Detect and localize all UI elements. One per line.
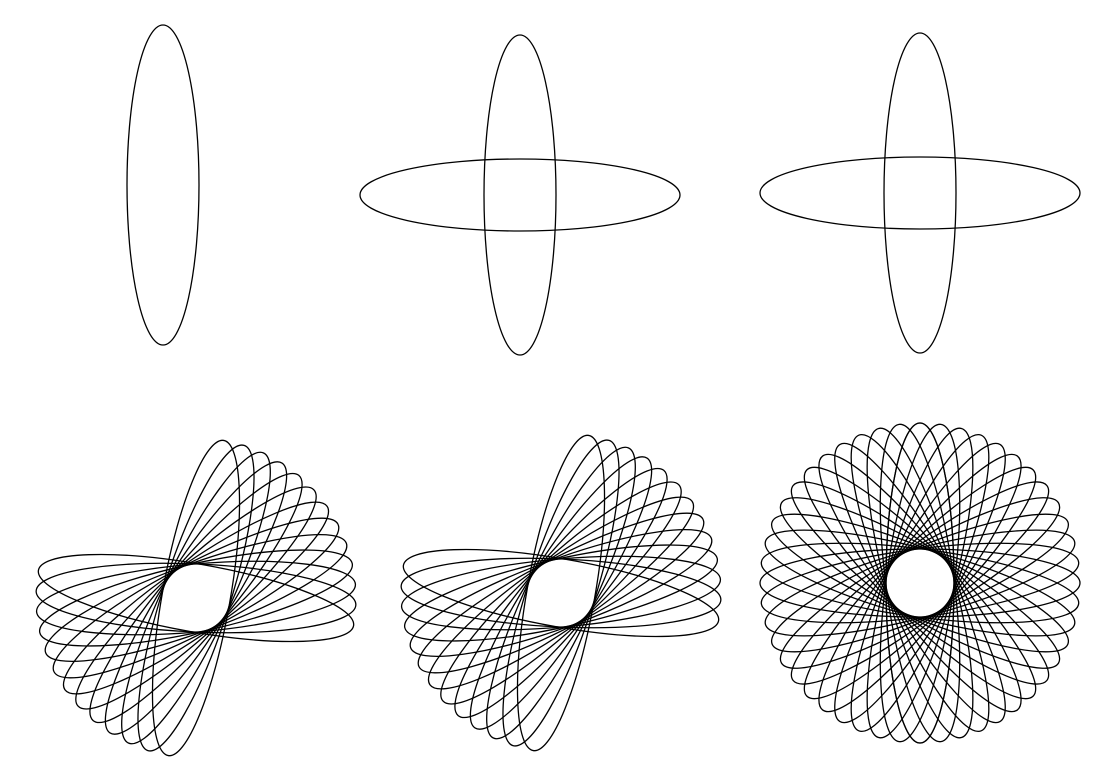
- panel-bottom-right: [759, 422, 1081, 744]
- ellipse-bottom-middle-7: [427, 496, 695, 690]
- ellipse-top-left-1: [126, 24, 200, 346]
- ellipse-bottom-middle-1: [516, 434, 606, 752]
- panel-top-right: [759, 32, 1081, 354]
- ellipse-top-right-2: [759, 156, 1081, 230]
- ellipse-bottom-right-17: [779, 497, 1061, 669]
- ellipse-bottom-middle-5: [454, 467, 668, 719]
- ellipse-top-right-1: [883, 32, 957, 354]
- panel-bottom-left: [35, 439, 357, 757]
- ellipse-bottom-left-7: [62, 501, 330, 695]
- ellipse-bottom-middle-10: [403, 544, 719, 642]
- ellipse-bottom-left-10: [38, 549, 354, 647]
- ellipse-bottom-right-15: [764, 529, 1076, 637]
- ellipse-bottom-right-13: [759, 548, 1081, 618]
- ellipse-bottom-left-1: [151, 439, 241, 757]
- ellipse-bottom-middle-4: [469, 456, 653, 730]
- ellipse-bottom-left-4: [104, 461, 288, 735]
- ellipse-bottom-right-25: [885, 422, 955, 744]
- ellipse-bottom-left-13: [37, 553, 355, 643]
- ellipse-bottom-right-3: [866, 427, 974, 739]
- ellipse-top-middle-1: [483, 34, 557, 356]
- ellipse-bottom-right-5: [834, 442, 1006, 724]
- ellipse-bottom-left-5: [89, 472, 303, 724]
- ellipse-top-middle-2: [359, 158, 681, 232]
- ellipse-bottom-middle-13: [402, 548, 720, 638]
- panel-top-left: [126, 24, 200, 346]
- ellipse-bottom-right-21: [834, 442, 1006, 724]
- panel-top-middle: [359, 34, 681, 356]
- ellipse-bottom-right-9: [779, 497, 1061, 669]
- ellipse-bottom-right-11: [764, 529, 1076, 637]
- panel-bottom-middle: [400, 434, 722, 752]
- ellipse-bottom-right-23: [866, 427, 974, 739]
